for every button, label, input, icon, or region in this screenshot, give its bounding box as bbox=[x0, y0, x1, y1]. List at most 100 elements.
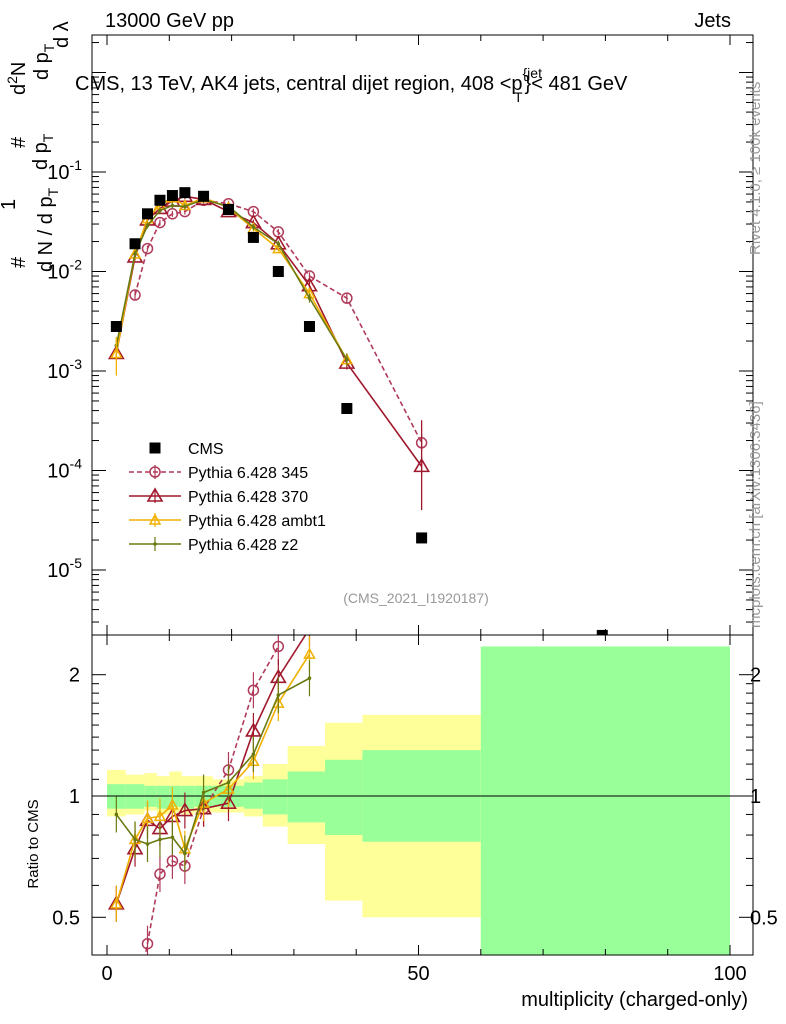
series-line-3 bbox=[115, 196, 348, 361]
ratio-point bbox=[276, 693, 281, 697]
legend-marker bbox=[149, 466, 161, 478]
header-right-label: Jets bbox=[694, 10, 731, 32]
ratio-point bbox=[110, 897, 123, 909]
legend-marker bbox=[153, 542, 157, 546]
data-point bbox=[416, 532, 428, 544]
ratio-y-tick-label: 1 bbox=[69, 786, 80, 808]
data-point bbox=[166, 190, 178, 202]
legend-label: Pythia 6.428 z2 bbox=[188, 537, 298, 554]
data-point bbox=[303, 321, 315, 333]
data-point bbox=[129, 289, 141, 301]
series-line-4 bbox=[115, 198, 348, 361]
ratio-point bbox=[170, 835, 175, 840]
data-point bbox=[154, 194, 166, 206]
ratio-point bbox=[158, 837, 162, 842]
data-point bbox=[145, 223, 150, 228]
data-point bbox=[272, 266, 284, 277]
legend-label: Pythia 6.428 345 bbox=[188, 465, 308, 482]
ratio-line-1 bbox=[144, 646, 280, 955]
data-point bbox=[110, 321, 122, 333]
legend-marker bbox=[148, 513, 162, 525]
analysis-watermark: (CMS_2021_I1920187) bbox=[343, 590, 489, 606]
x-axis-label: multiplicity (charged-only) bbox=[521, 989, 748, 1011]
mcplots-label: mcplots.cern.ch [arXiv:1306.3436] bbox=[747, 401, 764, 628]
ratio-point bbox=[166, 855, 179, 867]
header-left-label: 13000 GeV pp bbox=[105, 10, 234, 32]
ratio-point bbox=[247, 684, 260, 696]
band-inner-bin bbox=[156, 785, 170, 809]
ratio-point bbox=[272, 640, 285, 653]
ratio-uncertainty-bands bbox=[92, 646, 753, 955]
ratio-point bbox=[141, 811, 154, 824]
data-point bbox=[276, 241, 281, 246]
data-point bbox=[222, 203, 234, 215]
data-point bbox=[179, 187, 191, 199]
svg-text:#: # bbox=[8, 256, 30, 268]
data-point bbox=[341, 292, 353, 304]
ratio-point bbox=[220, 794, 237, 809]
ratio-point bbox=[226, 780, 231, 785]
ratio-y-tick-label: 2 bbox=[69, 665, 80, 687]
ratio-point bbox=[145, 842, 150, 846]
y-tick-label: 10-1 bbox=[47, 157, 82, 184]
svg-text:#: # bbox=[8, 136, 30, 148]
data-point bbox=[345, 357, 349, 362]
ratio-point bbox=[130, 1002, 140, 1012]
main-y-axis-label: # 1 d N / d pT # d pT d2N d pT d λ bbox=[0, 21, 73, 272]
ratio-point bbox=[303, 647, 316, 659]
svg-text:d pT: d pT bbox=[30, 133, 56, 170]
data-point bbox=[183, 204, 187, 209]
data-point bbox=[141, 242, 154, 255]
data-point bbox=[198, 190, 210, 202]
rivet-label: Rivet 4.1.0, ≥ 100k events bbox=[747, 82, 764, 255]
data-point bbox=[158, 208, 162, 213]
legend-label: Pythia 6.428 370 bbox=[188, 489, 308, 506]
ratio-point bbox=[166, 798, 179, 810]
x-tick-label: 100 bbox=[713, 963, 746, 985]
svg-text:d pT: d pT bbox=[31, 43, 57, 80]
band-inner-bin bbox=[480, 646, 730, 955]
plot-title: CMS, 13 TeV, AK4 jets, central dijet reg… bbox=[75, 65, 628, 105]
ratio-point bbox=[201, 790, 206, 795]
legend-marker bbox=[149, 442, 161, 454]
data-point bbox=[247, 231, 259, 243]
y-tick-label: 10-2 bbox=[47, 257, 82, 284]
ratio-series-clip bbox=[107, 622, 316, 1012]
ratio-point bbox=[251, 752, 256, 756]
legend-marker bbox=[146, 487, 164, 502]
ratio-point bbox=[153, 809, 167, 822]
data-point bbox=[154, 216, 166, 229]
data-point bbox=[303, 270, 316, 282]
legend-label: Pythia 6.428 ambt1 bbox=[188, 513, 326, 530]
data-point bbox=[307, 296, 312, 300]
x-tick-label: 0 bbox=[101, 963, 112, 985]
ratio-y-axis-label: Ratio to CMS bbox=[25, 799, 42, 888]
ratio-point bbox=[154, 868, 166, 880]
ratio-point bbox=[307, 676, 312, 681]
ratio-point bbox=[176, 802, 194, 817]
legend: CMS Pythia 6.428 345 Pythia 6.428 370 Pythi… bbox=[129, 441, 326, 554]
data-point bbox=[596, 629, 608, 635]
main-series-layer bbox=[107, 187, 608, 635]
ratio-point bbox=[133, 837, 137, 842]
ratio-y-tick-label: 0.5 bbox=[52, 907, 80, 929]
ratio-point bbox=[302, 622, 316, 634]
ratio-y-tick-label-right: 0.5 bbox=[750, 907, 778, 929]
y-tick-label: 10-5 bbox=[47, 555, 82, 582]
band-inner-bin bbox=[287, 771, 326, 823]
legend-label: CMS bbox=[188, 441, 224, 458]
x-tick-label: 50 bbox=[407, 963, 429, 985]
data-point bbox=[170, 203, 175, 208]
axes-layer: 0 50 100 10-5 10-4 10-3 10-2 10-1 0.5 0.5 1 1 2 2 bbox=[47, 34, 778, 985]
svg-text:1: 1 bbox=[0, 199, 20, 210]
data-point bbox=[141, 208, 153, 220]
data-point bbox=[251, 225, 256, 229]
main-series-clip bbox=[107, 187, 608, 635]
ratio-y-tick-label-right: 2 bbox=[750, 665, 761, 687]
y-tick-label: 10-3 bbox=[47, 356, 82, 383]
ratio-point bbox=[245, 722, 262, 737]
band-inner-bin bbox=[262, 779, 288, 815]
svg-text:d N / d pT: d N / d pT bbox=[35, 187, 61, 272]
ratio-series-layer bbox=[107, 622, 316, 1012]
